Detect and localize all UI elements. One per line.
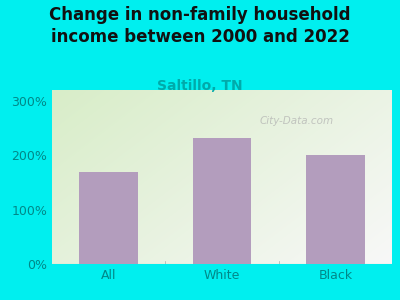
Text: Change in non-family household
income between 2000 and 2022: Change in non-family household income be… [49, 6, 351, 46]
Bar [79, 172, 138, 264]
Bar [192, 138, 252, 264]
Text: City-Data.com: City-Data.com [260, 116, 334, 126]
Text: Saltillo, TN: Saltillo, TN [157, 80, 243, 94]
Bar [306, 155, 365, 264]
